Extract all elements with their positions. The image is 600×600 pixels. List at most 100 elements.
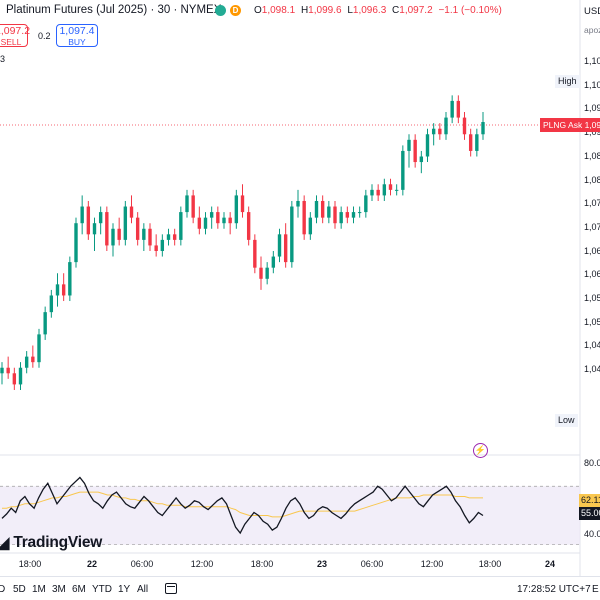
candle-body [253,240,256,268]
calendar-icon[interactable] [165,583,177,594]
candle-body [352,212,355,218]
candle-body [136,218,139,240]
market-open-icon [215,5,226,16]
candle-body [265,268,268,279]
range-5d-button[interactable]: 5D [13,584,26,595]
low-marker: Low [555,414,578,427]
candle-body [247,212,250,240]
tradingview-logo[interactable]: ◢ TradingView [0,534,102,552]
candle-body [191,195,194,217]
candle-body [62,284,65,295]
candle-body [259,268,262,279]
candle-body [450,101,453,118]
time-axis-label: 22 [87,559,97,569]
delayed-data-icon: D [230,5,241,16]
candle-body [469,134,472,151]
price-axis-label: 1,08 [584,175,600,185]
candle-body [74,223,77,262]
candle-body [284,234,287,262]
candle-body [154,245,157,251]
candle-body [117,229,120,240]
candle-body [25,357,28,368]
candle-body [228,218,231,224]
candle-body [185,195,188,212]
candle-body [80,207,83,224]
symbol-title[interactable]: Platinum Futures (Jul 2025) · 30 · NYMEX [6,4,221,16]
candle-body [376,190,379,196]
price-axis-label: 1,09 [584,103,600,113]
price-axis-label: 1,07 [584,222,600,232]
candle-body [13,373,16,384]
high-value: 1,099.6 [308,5,341,16]
price-axis-label: 1,08 [584,151,600,161]
tradingview-logo-text: TradingView [13,534,102,552]
bolt-icon[interactable]: ⚡ [473,443,488,458]
price-axis-label: 1,10 [584,80,600,90]
candle-body [204,218,207,229]
sell-button[interactable]: 1,097.2 SELL [0,24,28,47]
rsi-ma-value-tag: 62.11 [579,494,600,507]
candle-body [364,195,367,212]
candle-body [407,140,410,151]
candle-body [438,129,441,135]
close-value: 1,097.2 [399,5,432,16]
range-ytd-button[interactable]: YTD [92,584,112,595]
candle-body [309,218,312,235]
candle-body [124,207,127,240]
candle-body [235,195,238,223]
candle-body [19,368,22,385]
open-value: 1,098.1 [262,5,295,16]
candle-body [272,257,275,268]
candle-body [105,212,108,245]
candle-body [179,212,182,240]
candle-body [420,157,423,163]
session-button[interactable]: E [592,584,599,595]
range-1m-button[interactable]: 1M [32,584,46,595]
ohlc-readout: O1,098.1 H1,099.6 L1,096.3 C1,097.2 −1.1… [254,5,505,16]
rsi-axis-label-80: 80.00 [584,458,600,468]
candle-body [333,207,336,224]
candle-body [413,140,416,162]
price-axis-label: 1,05 [584,293,600,303]
price-axis-label: 1,05 [584,317,600,327]
range-6m-button[interactable]: 6M [72,584,86,595]
candle-body [241,195,244,212]
range-1y-button[interactable]: 1Y [118,584,130,595]
price-axis-label: 1,10 [584,56,600,66]
candle-body [370,190,373,196]
rsi-axis-label-40: 40.00 [584,529,600,539]
buy-price: 1,097.4 [57,26,97,37]
candle-body [173,234,176,240]
bottom-toolbar: D 5D 1M 3M 6M YTD 1Y All 17:28:52 UTC+7 … [0,576,600,600]
time-axis-label: 18:00 [479,559,502,569]
candle-body [31,357,34,363]
symbol-short-label: apoz [584,25,600,35]
candle-body [161,240,164,251]
price-axis-label: 1,07 [584,198,600,208]
candle-body [6,368,9,374]
candle-body [321,201,324,218]
range-all-button[interactable]: All [137,584,148,595]
candle-body [50,295,53,312]
buy-button[interactable]: 1,097.4 BUY [56,24,98,47]
candle-body [99,212,102,223]
range-1d-button[interactable]: D [0,584,5,595]
candle-body [216,212,219,223]
candle-body [0,368,3,374]
candle-body [346,212,349,218]
candle-body [290,207,293,263]
currency-label[interactable]: USD [584,6,600,17]
candle-body [401,151,404,190]
candlestick-series [0,95,484,390]
range-3m-button[interactable]: 3M [52,584,66,595]
candle-body [463,118,466,135]
candle-body [475,134,478,151]
candle-body [383,184,386,195]
change-value: −1.1 (−0.10%) [438,5,501,16]
candle-body [339,212,342,223]
candle-body [278,234,281,256]
clock-readout[interactable]: 17:28:52 UTC+7 [517,584,591,595]
time-axis-label: 12:00 [191,559,214,569]
time-axis-label: 06:00 [361,559,384,569]
